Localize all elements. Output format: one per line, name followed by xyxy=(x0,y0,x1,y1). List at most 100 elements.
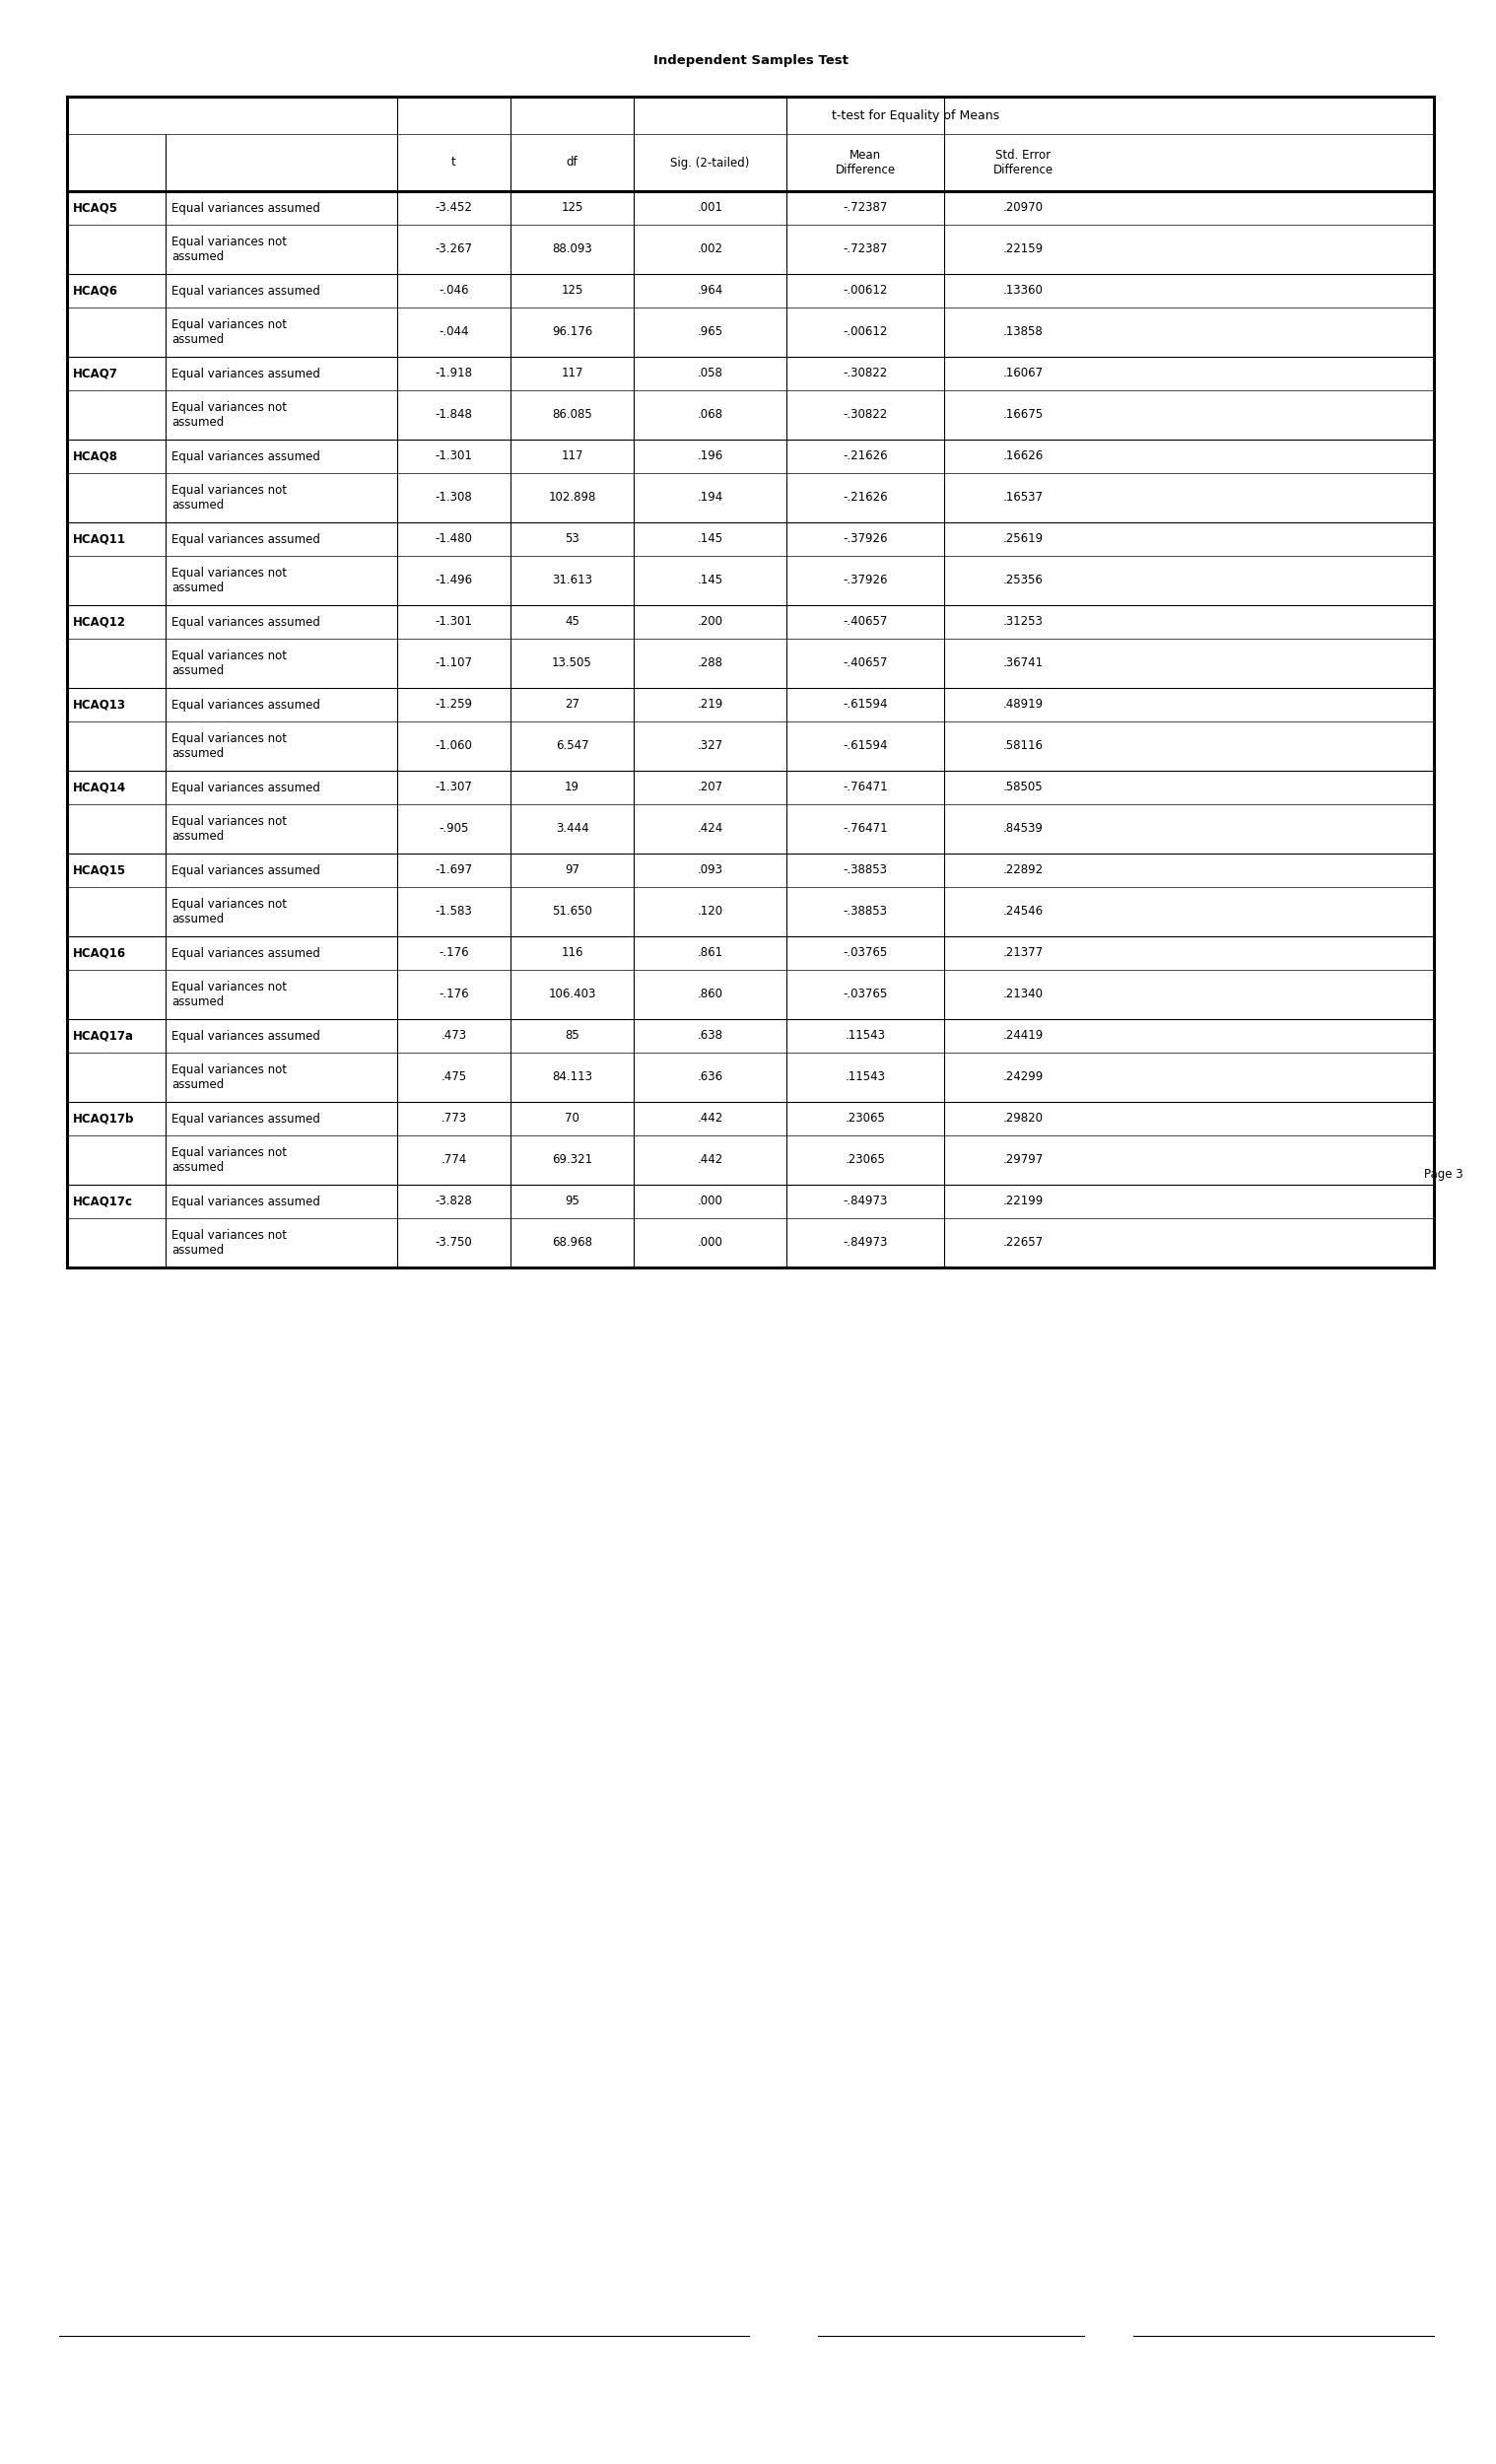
Text: Equal variances assumed: Equal variances assumed xyxy=(172,865,320,877)
Text: -.61594: -.61594 xyxy=(842,739,887,752)
Text: -.00612: -.00612 xyxy=(842,325,887,338)
Text: -1.918: -1.918 xyxy=(435,367,473,379)
Text: .120: .120 xyxy=(697,904,723,919)
Text: .25619: .25619 xyxy=(1002,532,1043,545)
Text: 27: 27 xyxy=(564,697,579,712)
Text: 19: 19 xyxy=(564,781,579,793)
Text: Equal variances assumed: Equal variances assumed xyxy=(172,1195,320,1207)
Text: -3.750: -3.750 xyxy=(435,1237,473,1249)
Text: .200: .200 xyxy=(697,616,723,628)
Text: Std. Error
Difference: Std. Error Difference xyxy=(993,148,1053,177)
Text: Equal variances assumed: Equal variances assumed xyxy=(172,1111,320,1126)
Text: -1.496: -1.496 xyxy=(435,574,473,586)
Text: .636: .636 xyxy=(697,1072,723,1084)
Text: -.40657: -.40657 xyxy=(842,616,887,628)
Text: Equal variances not
assumed: Equal variances not assumed xyxy=(172,483,287,513)
Text: .22159: .22159 xyxy=(1002,244,1043,256)
Text: -.76471: -.76471 xyxy=(842,823,887,835)
Text: .207: .207 xyxy=(697,781,723,793)
Text: -1.301: -1.301 xyxy=(435,451,473,463)
Text: -1.848: -1.848 xyxy=(435,409,473,421)
Text: Mean
Difference: Mean Difference xyxy=(835,148,896,177)
Text: .773: .773 xyxy=(441,1111,467,1126)
Text: t: t xyxy=(452,155,456,170)
Text: .13360: .13360 xyxy=(1002,283,1043,298)
Text: 13.505: 13.505 xyxy=(552,658,592,670)
Text: 116: 116 xyxy=(561,946,583,958)
Text: .16537: .16537 xyxy=(1002,490,1043,505)
Text: 70: 70 xyxy=(565,1111,579,1126)
Text: 95: 95 xyxy=(565,1195,579,1207)
Text: .23065: .23065 xyxy=(845,1153,886,1165)
Text: .24299: .24299 xyxy=(1002,1072,1043,1084)
Text: .964: .964 xyxy=(697,283,723,298)
Text: .000: .000 xyxy=(697,1195,723,1207)
Text: .58505: .58505 xyxy=(1002,781,1043,793)
Text: 84.113: 84.113 xyxy=(552,1072,592,1084)
Text: -3.828: -3.828 xyxy=(435,1195,473,1207)
Text: .194: .194 xyxy=(697,490,723,505)
Text: t-test for Equality of Means: t-test for Equality of Means xyxy=(832,108,999,121)
Text: Equal variances assumed: Equal variances assumed xyxy=(172,946,320,958)
Text: .965: .965 xyxy=(697,325,723,338)
Text: -.03765: -.03765 xyxy=(842,988,887,1000)
Text: .20970: .20970 xyxy=(1002,202,1043,214)
Text: .22892: .22892 xyxy=(1002,865,1043,877)
Text: .442: .442 xyxy=(697,1153,723,1165)
Text: HCAQ17a: HCAQ17a xyxy=(73,1030,135,1042)
Text: HCAQ16: HCAQ16 xyxy=(73,946,126,958)
Text: 96.176: 96.176 xyxy=(552,325,592,338)
Text: Equal variances not
assumed: Equal variances not assumed xyxy=(172,567,287,594)
Text: .21340: .21340 xyxy=(1002,988,1043,1000)
Text: -1.307: -1.307 xyxy=(435,781,473,793)
Text: HCAQ11: HCAQ11 xyxy=(73,532,126,545)
Text: -.21626: -.21626 xyxy=(842,451,887,463)
Text: .860: .860 xyxy=(697,988,723,1000)
Text: .473: .473 xyxy=(441,1030,467,1042)
Text: 97: 97 xyxy=(564,865,579,877)
Text: Equal variances not
assumed: Equal variances not assumed xyxy=(172,981,287,1008)
Text: -1.583: -1.583 xyxy=(435,904,473,919)
Text: .31253: .31253 xyxy=(1002,616,1043,628)
Text: .29820: .29820 xyxy=(1002,1111,1043,1126)
Text: Equal variances assumed: Equal variances assumed xyxy=(172,781,320,793)
Text: .145: .145 xyxy=(697,574,723,586)
Text: -.37926: -.37926 xyxy=(842,532,887,545)
Text: .145: .145 xyxy=(697,532,723,545)
Text: Equal variances assumed: Equal variances assumed xyxy=(172,697,320,712)
Text: .001: .001 xyxy=(697,202,723,214)
Text: -.905: -.905 xyxy=(438,823,468,835)
Text: HCAQ14: HCAQ14 xyxy=(73,781,126,793)
Text: .288: .288 xyxy=(697,658,723,670)
Text: HCAQ8: HCAQ8 xyxy=(73,451,118,463)
Text: .22657: .22657 xyxy=(1002,1237,1043,1249)
Text: Sig. (2-tailed): Sig. (2-tailed) xyxy=(670,155,749,170)
Text: .58116: .58116 xyxy=(1002,739,1043,752)
Text: .774: .774 xyxy=(441,1153,467,1165)
Text: Equal variances not
assumed: Equal variances not assumed xyxy=(172,318,287,345)
Text: Equal variances not
assumed: Equal variances not assumed xyxy=(172,732,287,759)
Text: .424: .424 xyxy=(697,823,723,835)
Text: Equal variances assumed: Equal variances assumed xyxy=(172,1030,320,1042)
Text: -1.301: -1.301 xyxy=(435,616,473,628)
Text: -1.259: -1.259 xyxy=(435,697,473,712)
Text: 85: 85 xyxy=(565,1030,579,1042)
Text: Equal variances not
assumed: Equal variances not assumed xyxy=(172,897,287,926)
Text: 31.613: 31.613 xyxy=(552,574,592,586)
Text: 3.444: 3.444 xyxy=(555,823,588,835)
Text: -1.697: -1.697 xyxy=(435,865,473,877)
Text: Equal variances assumed: Equal variances assumed xyxy=(172,367,320,379)
Text: .442: .442 xyxy=(697,1111,723,1126)
Text: -.30822: -.30822 xyxy=(842,367,887,379)
Text: -.37926: -.37926 xyxy=(842,574,887,586)
Text: 102.898: 102.898 xyxy=(548,490,595,505)
Text: Equal variances not
assumed: Equal variances not assumed xyxy=(172,402,287,429)
Text: Independent Samples Test: Independent Samples Test xyxy=(652,54,848,67)
Text: -1.107: -1.107 xyxy=(435,658,473,670)
Text: Equal variances assumed: Equal variances assumed xyxy=(172,451,320,463)
Text: 106.403: 106.403 xyxy=(548,988,595,1000)
Text: HCAQ5: HCAQ5 xyxy=(73,202,118,214)
Text: .48919: .48919 xyxy=(1002,697,1043,712)
Text: -.84973: -.84973 xyxy=(842,1195,887,1207)
Text: 69.321: 69.321 xyxy=(552,1153,592,1165)
